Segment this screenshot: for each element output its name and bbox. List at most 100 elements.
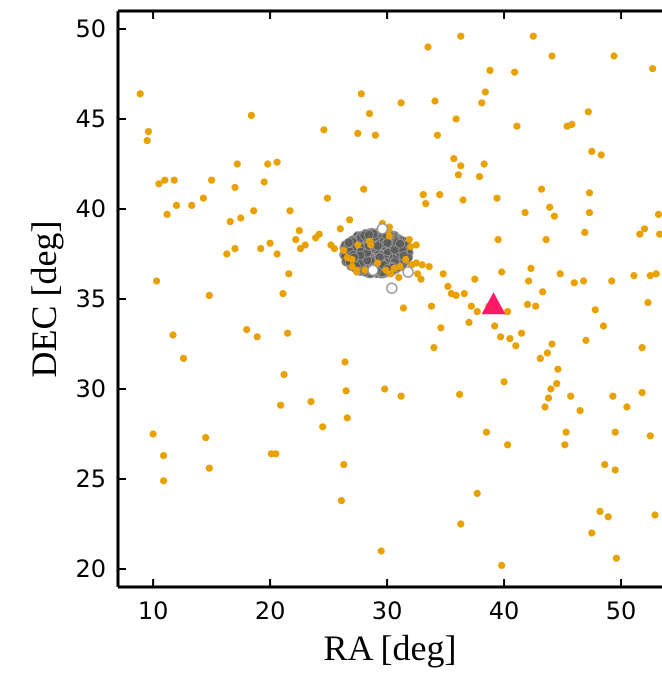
data-point bbox=[585, 189, 594, 197]
y-tick-label: 25 bbox=[75, 465, 106, 493]
data-point bbox=[155, 180, 163, 188]
data-point bbox=[365, 110, 374, 118]
data-point bbox=[582, 336, 590, 344]
data-point bbox=[561, 441, 569, 449]
open-circle-point bbox=[376, 223, 389, 235]
open-circle-point bbox=[367, 264, 379, 276]
data-point bbox=[584, 108, 592, 116]
data-point bbox=[646, 272, 654, 280]
data-point bbox=[475, 173, 484, 181]
data-point bbox=[638, 344, 646, 352]
x-tick-label: 10 bbox=[138, 597, 169, 625]
data-point bbox=[523, 300, 532, 308]
data-point bbox=[504, 308, 512, 316]
data-point bbox=[478, 99, 486, 107]
data-point bbox=[646, 432, 654, 440]
data-point bbox=[498, 561, 506, 570]
plot-frame bbox=[116, 9, 662, 589]
data-point bbox=[396, 263, 404, 271]
data-point bbox=[611, 466, 619, 474]
data-point bbox=[609, 392, 617, 400]
data-point bbox=[412, 241, 420, 249]
data-point bbox=[576, 407, 584, 415]
data-point bbox=[651, 511, 659, 519]
data-point bbox=[250, 207, 258, 215]
data-point bbox=[547, 385, 555, 393]
x-axis-ticks: 10 20 30 40 50 bbox=[138, 11, 637, 625]
data-point bbox=[481, 88, 489, 96]
data-point bbox=[591, 306, 599, 314]
data-point bbox=[567, 392, 575, 400]
data-point bbox=[425, 263, 433, 271]
data-point bbox=[610, 52, 618, 60]
data-point bbox=[385, 232, 393, 240]
data-point bbox=[457, 32, 465, 40]
data-point bbox=[295, 227, 303, 235]
data-point bbox=[149, 430, 157, 438]
triangle-marker bbox=[481, 292, 506, 315]
data-point bbox=[596, 507, 604, 515]
data-point bbox=[377, 547, 385, 555]
data-point bbox=[199, 194, 207, 202]
data-point bbox=[233, 160, 241, 168]
data-point bbox=[454, 171, 462, 179]
y-axis-ticks: 20 25 30 35 40 45 50 bbox=[75, 15, 126, 583]
data-point bbox=[532, 302, 540, 310]
data-point bbox=[504, 441, 512, 449]
y-tick-label: 45 bbox=[75, 105, 106, 133]
data-point bbox=[486, 66, 494, 74]
data-point bbox=[482, 428, 491, 436]
series-open-circle bbox=[367, 223, 414, 294]
data-point bbox=[273, 250, 281, 258]
series-dot bbox=[136, 32, 662, 570]
data-point bbox=[202, 434, 210, 442]
data-point bbox=[399, 304, 408, 312]
data-point bbox=[279, 290, 287, 298]
data-point bbox=[640, 225, 649, 233]
data-point bbox=[623, 403, 631, 411]
data-point bbox=[473, 489, 481, 497]
data-point bbox=[361, 266, 369, 274]
data-point bbox=[208, 176, 216, 184]
data-point bbox=[536, 354, 544, 362]
plot-area: 10 20 30 40 50 20 25 30 35 40 45 50 bbox=[75, 9, 662, 625]
data-point bbox=[160, 452, 168, 460]
data-point bbox=[562, 428, 570, 436]
data-point bbox=[307, 398, 315, 406]
cluster-point bbox=[343, 237, 354, 248]
data-point bbox=[260, 178, 268, 186]
data-point bbox=[301, 241, 309, 249]
data-point bbox=[585, 209, 594, 217]
data-point bbox=[452, 115, 460, 123]
data-point bbox=[500, 378, 508, 386]
data-point bbox=[656, 230, 662, 238]
data-point bbox=[402, 255, 410, 263]
data-point bbox=[395, 273, 403, 281]
data-point bbox=[513, 122, 521, 130]
data-point bbox=[512, 342, 520, 350]
data-point bbox=[343, 414, 351, 422]
data-point bbox=[611, 428, 619, 436]
data-point bbox=[346, 216, 354, 224]
data-point bbox=[163, 210, 171, 218]
y-tick-label: 35 bbox=[75, 285, 106, 313]
cluster-point bbox=[372, 240, 383, 251]
data-point bbox=[367, 241, 375, 249]
data-point bbox=[340, 246, 348, 254]
data-point bbox=[498, 268, 506, 276]
data-point bbox=[491, 322, 499, 330]
x-tick-label: 50 bbox=[606, 597, 637, 625]
data-point bbox=[272, 450, 280, 458]
data-point bbox=[436, 191, 444, 199]
data-point bbox=[231, 183, 239, 191]
data-point bbox=[433, 131, 441, 139]
data-point bbox=[527, 264, 535, 272]
data-point bbox=[266, 239, 274, 247]
x-tick-label: 30 bbox=[372, 597, 403, 625]
data-point bbox=[497, 333, 505, 341]
data-point bbox=[542, 236, 550, 244]
data-point bbox=[599, 322, 608, 330]
data-point bbox=[630, 272, 638, 280]
data-point bbox=[330, 245, 338, 253]
data-point bbox=[360, 185, 368, 193]
